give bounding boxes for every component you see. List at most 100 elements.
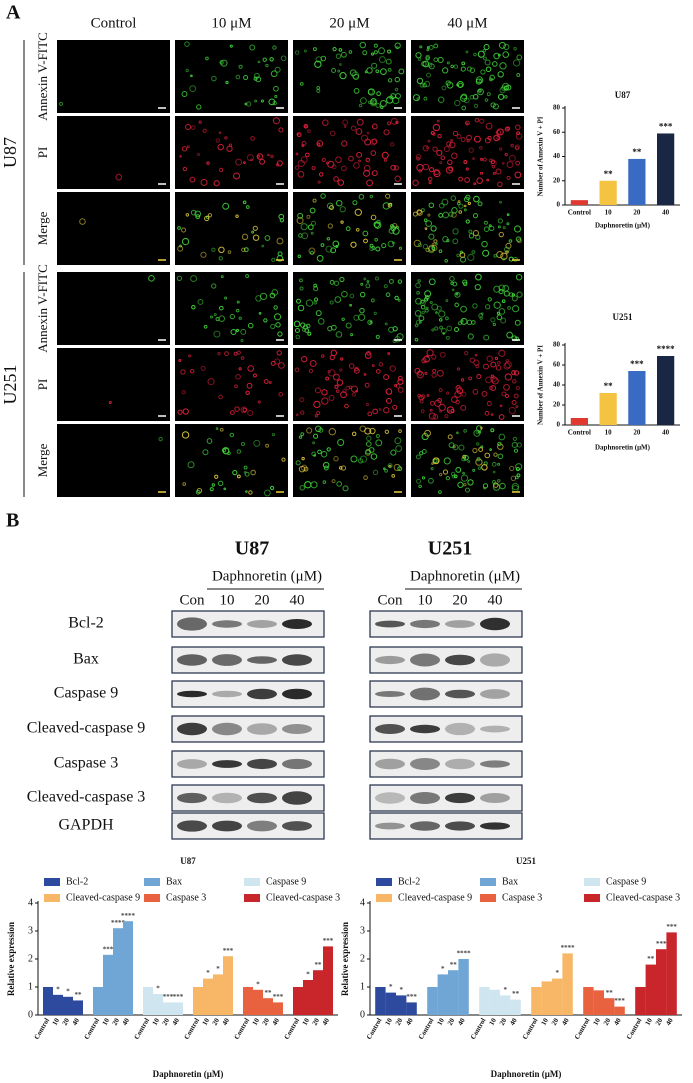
significance: *** [656,940,667,948]
band [445,792,475,804]
cell [494,356,499,361]
cell [367,411,373,417]
cell [398,375,403,381]
cell [335,199,343,207]
cell [481,240,488,248]
cell [420,208,425,213]
cell [473,135,481,143]
cell [179,155,182,158]
cell [509,465,515,471]
cell [181,237,190,246]
cell [375,69,380,74]
cell [488,158,493,163]
panel-label: B [6,510,19,532]
cell [514,319,521,326]
bar [645,964,656,1015]
cell [383,374,390,381]
cell [317,180,321,184]
cell [255,295,262,302]
cell [486,92,491,97]
cell [421,61,427,67]
cell [437,56,444,63]
cell [452,238,459,245]
cell [484,452,491,459]
cell [367,319,373,325]
cell [355,227,360,232]
cell [330,247,337,254]
x-tick-label: 20 [446,1016,457,1026]
cell [200,178,208,186]
cell [356,118,364,126]
cell [491,461,497,467]
cell [258,311,262,315]
micrograph [57,424,170,497]
cell [325,245,333,253]
cell [416,77,424,85]
cell [498,349,506,357]
cell [190,209,197,216]
bar [657,133,675,205]
cell [309,250,315,255]
band [375,758,405,770]
cell [158,436,163,442]
cell [461,61,466,66]
cell [499,62,507,70]
cell [295,460,301,466]
band [212,722,242,736]
cell [397,378,404,385]
cell [484,98,489,102]
cell [331,67,337,73]
band [445,758,475,770]
cell [364,138,372,146]
band [375,792,405,804]
cell [185,123,192,131]
cell [438,490,442,494]
cell [513,393,519,399]
cell [450,195,457,201]
row-label: Merge [35,211,50,245]
cell [489,448,492,451]
cell [362,230,369,237]
cell [492,61,498,67]
cell [421,476,426,480]
cell [359,307,365,314]
lane-label: 10 [418,592,433,608]
band [282,618,312,630]
cell [427,62,433,68]
cell [436,369,444,377]
band [445,620,475,628]
cell [277,251,283,257]
micrograph [175,116,288,189]
cell [430,131,435,135]
cell [279,218,285,223]
cell [353,314,360,321]
cell [475,431,479,435]
cell [369,194,374,199]
cell [210,315,213,319]
cell [270,70,278,78]
cell [437,96,445,103]
cell [335,244,339,249]
cell [497,93,505,100]
cell [309,360,317,367]
band [177,820,207,832]
cell [245,205,250,209]
column-header: Control [91,15,137,31]
cell [392,326,398,332]
cell [490,317,496,323]
cell [424,290,432,298]
cell [490,413,494,416]
cell [431,328,435,332]
cell [202,449,209,456]
cell [492,322,496,327]
cell [444,414,449,419]
band [247,620,277,628]
cell [461,456,467,462]
bar [570,418,588,425]
significance: * [306,971,310,979]
cell [395,445,403,452]
cell [205,56,209,61]
cell [466,134,472,141]
cell [432,457,440,465]
significance: * [56,985,60,993]
